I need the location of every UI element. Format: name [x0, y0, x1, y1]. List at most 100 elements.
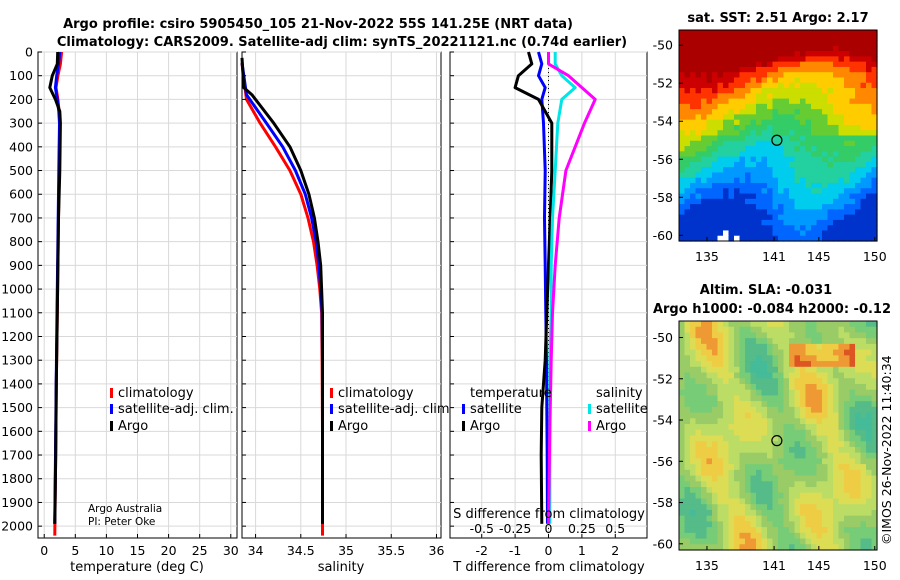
- map-cell: [816, 395, 823, 402]
- map-cell: [728, 156, 735, 163]
- map-cell: [849, 161, 856, 168]
- map-cell: [712, 332, 719, 339]
- map-cell: [789, 515, 796, 522]
- map-cell: [767, 82, 774, 89]
- map-cell: [684, 45, 691, 52]
- map-cell: [701, 406, 708, 414]
- map-cell: [855, 204, 862, 210]
- map-cell: [833, 378, 840, 385]
- map-cell: [695, 40, 702, 47]
- map-cell: [684, 193, 691, 200]
- map-cell: [690, 230, 697, 237]
- map-cell: [789, 30, 796, 36]
- map-cell: [860, 504, 867, 511]
- map-cell: [827, 527, 834, 534]
- map-cell: [811, 366, 818, 374]
- map-cell: [767, 209, 774, 216]
- map-cell: [728, 235, 735, 242]
- map-cell: [860, 56, 867, 63]
- map-cell: [717, 77, 724, 84]
- map-cell: [805, 418, 812, 425]
- map-cell: [844, 429, 851, 437]
- map-cell: [772, 498, 779, 505]
- map-cell: [706, 424, 713, 431]
- map-cell: [800, 429, 807, 437]
- map-cell: [701, 204, 708, 210]
- map-cell: [827, 406, 834, 414]
- map-cell: [844, 509, 851, 517]
- map-cell: [684, 51, 691, 57]
- map-cell: [860, 130, 867, 137]
- x2-tick-label: -0.5: [470, 521, 494, 536]
- map-cell: [706, 188, 713, 195]
- x2-tick-label: 0.25: [568, 521, 596, 536]
- map-cell: [855, 98, 862, 105]
- map-cell: [816, 343, 823, 351]
- map-cell: [756, 30, 763, 36]
- map-cell: [844, 321, 851, 328]
- map-cell: [690, 458, 697, 465]
- map-cell: [805, 225, 812, 232]
- map-cell: [761, 114, 768, 121]
- map-cell: [816, 527, 823, 534]
- map-cell: [805, 82, 812, 89]
- map-cell: [701, 349, 708, 356]
- map-cell: [783, 124, 790, 131]
- map-cell: [805, 412, 812, 419]
- map-cell: [827, 332, 834, 339]
- map-cell: [778, 82, 785, 89]
- map-cell: [772, 441, 779, 448]
- map-cell: [855, 361, 862, 368]
- map-cell: [756, 326, 763, 334]
- map-cell: [679, 130, 686, 137]
- map-cell: [833, 230, 840, 237]
- map-cell: [734, 230, 741, 237]
- map-cell: [734, 45, 741, 52]
- map-cell: [838, 66, 845, 73]
- map-cell: [712, 98, 719, 105]
- map-cell: [855, 88, 862, 94]
- map-cell: [833, 321, 840, 328]
- map-cell: [761, 418, 768, 425]
- map-cell: [717, 193, 724, 200]
- map-cell: [761, 45, 768, 52]
- map-cell: [772, 395, 779, 402]
- map-cell: [756, 66, 763, 73]
- map-cell: [717, 219, 724, 226]
- legend-argo: Argo: [338, 419, 368, 434]
- map-cell: [712, 61, 719, 68]
- map-cell: [745, 98, 752, 105]
- map-cell: [866, 167, 873, 174]
- map-cell: [701, 82, 708, 89]
- map-cell: [816, 72, 823, 79]
- map-cell: [723, 40, 730, 47]
- map-cell: [849, 45, 856, 52]
- map-cell: [789, 521, 796, 528]
- map-cell: [745, 521, 752, 528]
- map-cell: [849, 487, 856, 494]
- map-cell: [772, 481, 779, 488]
- map-cell: [728, 521, 735, 528]
- map-cell: [761, 135, 768, 142]
- map-cell: [794, 51, 801, 57]
- map-cell: [778, 188, 785, 195]
- map-cell: [849, 103, 856, 110]
- map-cell: [728, 188, 735, 195]
- map-cell: [761, 521, 768, 528]
- map-cell: [860, 424, 867, 431]
- map-cell: [739, 538, 746, 545]
- map-cell: [734, 167, 741, 174]
- map-cell: [844, 492, 851, 500]
- map-cell: [717, 146, 724, 152]
- map-cell: [734, 527, 741, 534]
- map-cell: [717, 40, 724, 47]
- map-cell: [745, 481, 752, 488]
- map-cell: [690, 349, 697, 356]
- map-cell: [756, 135, 763, 142]
- map-cell: [860, 509, 867, 517]
- map-cell: [805, 98, 812, 105]
- map-cell: [844, 114, 851, 121]
- map-cell: [684, 406, 691, 414]
- map-cell: [827, 219, 834, 226]
- map-cell: [800, 464, 807, 471]
